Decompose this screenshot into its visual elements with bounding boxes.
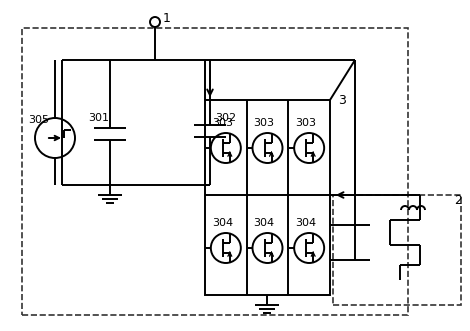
Text: 303: 303 [253,118,274,128]
Text: 1: 1 [163,12,171,24]
Text: 304: 304 [295,218,316,228]
Bar [333,195,461,305]
Bar [22,28,408,315]
Text: 301: 301 [88,113,109,123]
Bar [205,100,330,295]
Text: 304: 304 [212,218,233,228]
Text: 302: 302 [215,113,236,123]
Text: 2: 2 [454,194,462,207]
Text: 303: 303 [295,118,316,128]
Text: 304: 304 [253,218,274,228]
Text: 303: 303 [212,118,233,128]
Text: 3: 3 [338,93,346,107]
Text: 305: 305 [28,115,49,125]
